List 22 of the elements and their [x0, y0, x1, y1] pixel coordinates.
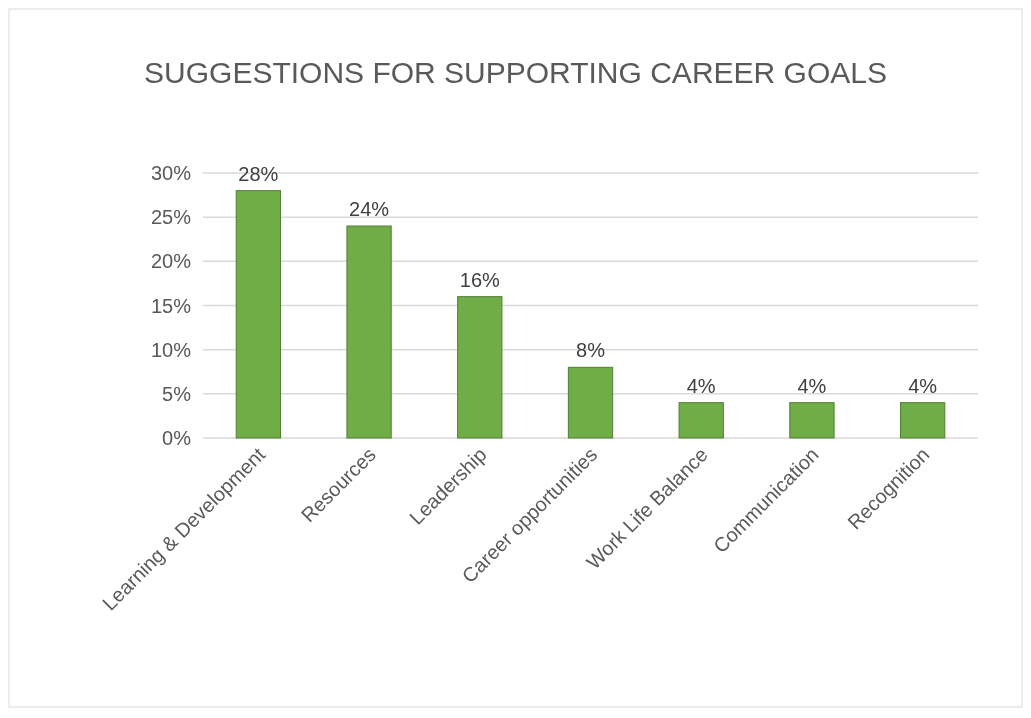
data-label: 8% — [576, 339, 606, 362]
bar — [789, 402, 835, 439]
data-label: 24% — [349, 198, 390, 220]
data-label: 4% — [908, 374, 938, 397]
data-label: 28% — [238, 162, 279, 185]
data-label: 4% — [686, 374, 716, 397]
y-tick-label: 25% — [150, 206, 192, 229]
bar — [678, 402, 724, 439]
y-tick-label: 20% — [150, 250, 192, 273]
y-tick-label: 5% — [162, 382, 192, 405]
bar — [346, 225, 392, 439]
y-tick-label: 30% — [150, 162, 192, 184]
data-label: 16% — [459, 268, 501, 291]
y-tick-label: 15% — [150, 294, 192, 317]
data-label: 4% — [797, 374, 827, 397]
y-tick-label: 10% — [150, 338, 192, 361]
bar — [900, 402, 946, 439]
bar — [457, 296, 503, 439]
bar — [235, 190, 281, 439]
bar — [567, 366, 614, 439]
chart-title: SUGGESTIONS FOR SUPPORTING CAREER GOALS — [144, 56, 887, 89]
y-tick-label: 0% — [162, 427, 192, 449]
